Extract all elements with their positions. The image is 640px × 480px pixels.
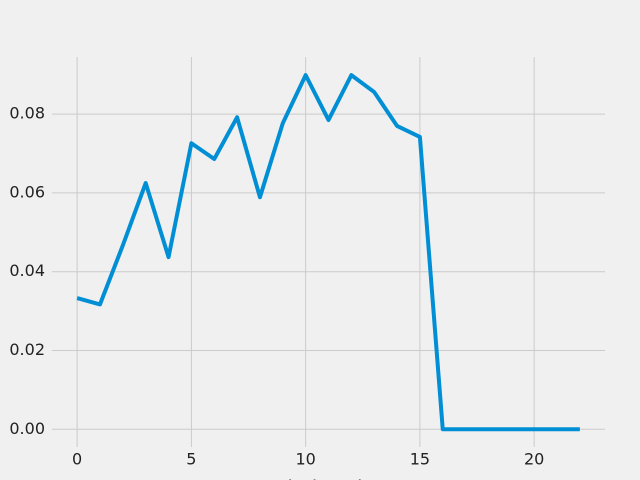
- y-tick-label: 0.04: [9, 261, 45, 280]
- y-tick-label: 0.02: [9, 340, 45, 359]
- x-axis-label: Relative Time: [263, 477, 392, 480]
- y-tick-label: 0.06: [9, 182, 45, 201]
- y-tick-label: 0.00: [9, 419, 45, 438]
- data-line: [76, 73, 580, 432]
- y-tick-label: 0.08: [9, 104, 45, 123]
- x-tick-label: 15: [410, 450, 430, 469]
- x-tick-label: 0: [72, 450, 82, 469]
- x-tick-label: 10: [295, 450, 315, 469]
- x-tick-label: 20: [524, 450, 544, 469]
- x-tick-label: 5: [186, 450, 196, 469]
